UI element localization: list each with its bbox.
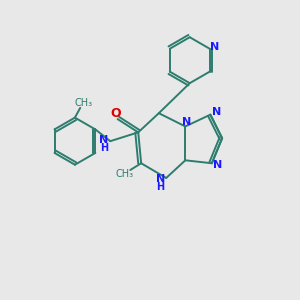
Text: N: N xyxy=(210,42,220,52)
Text: O: O xyxy=(111,107,122,120)
Text: H: H xyxy=(100,142,108,153)
Text: N: N xyxy=(182,117,191,127)
Text: N: N xyxy=(156,174,166,184)
Text: N: N xyxy=(99,135,108,145)
Text: CH₃: CH₃ xyxy=(116,169,134,178)
Text: H: H xyxy=(156,182,164,192)
Text: CH₃: CH₃ xyxy=(74,98,92,108)
Text: N: N xyxy=(212,107,221,117)
Text: N: N xyxy=(213,160,222,170)
